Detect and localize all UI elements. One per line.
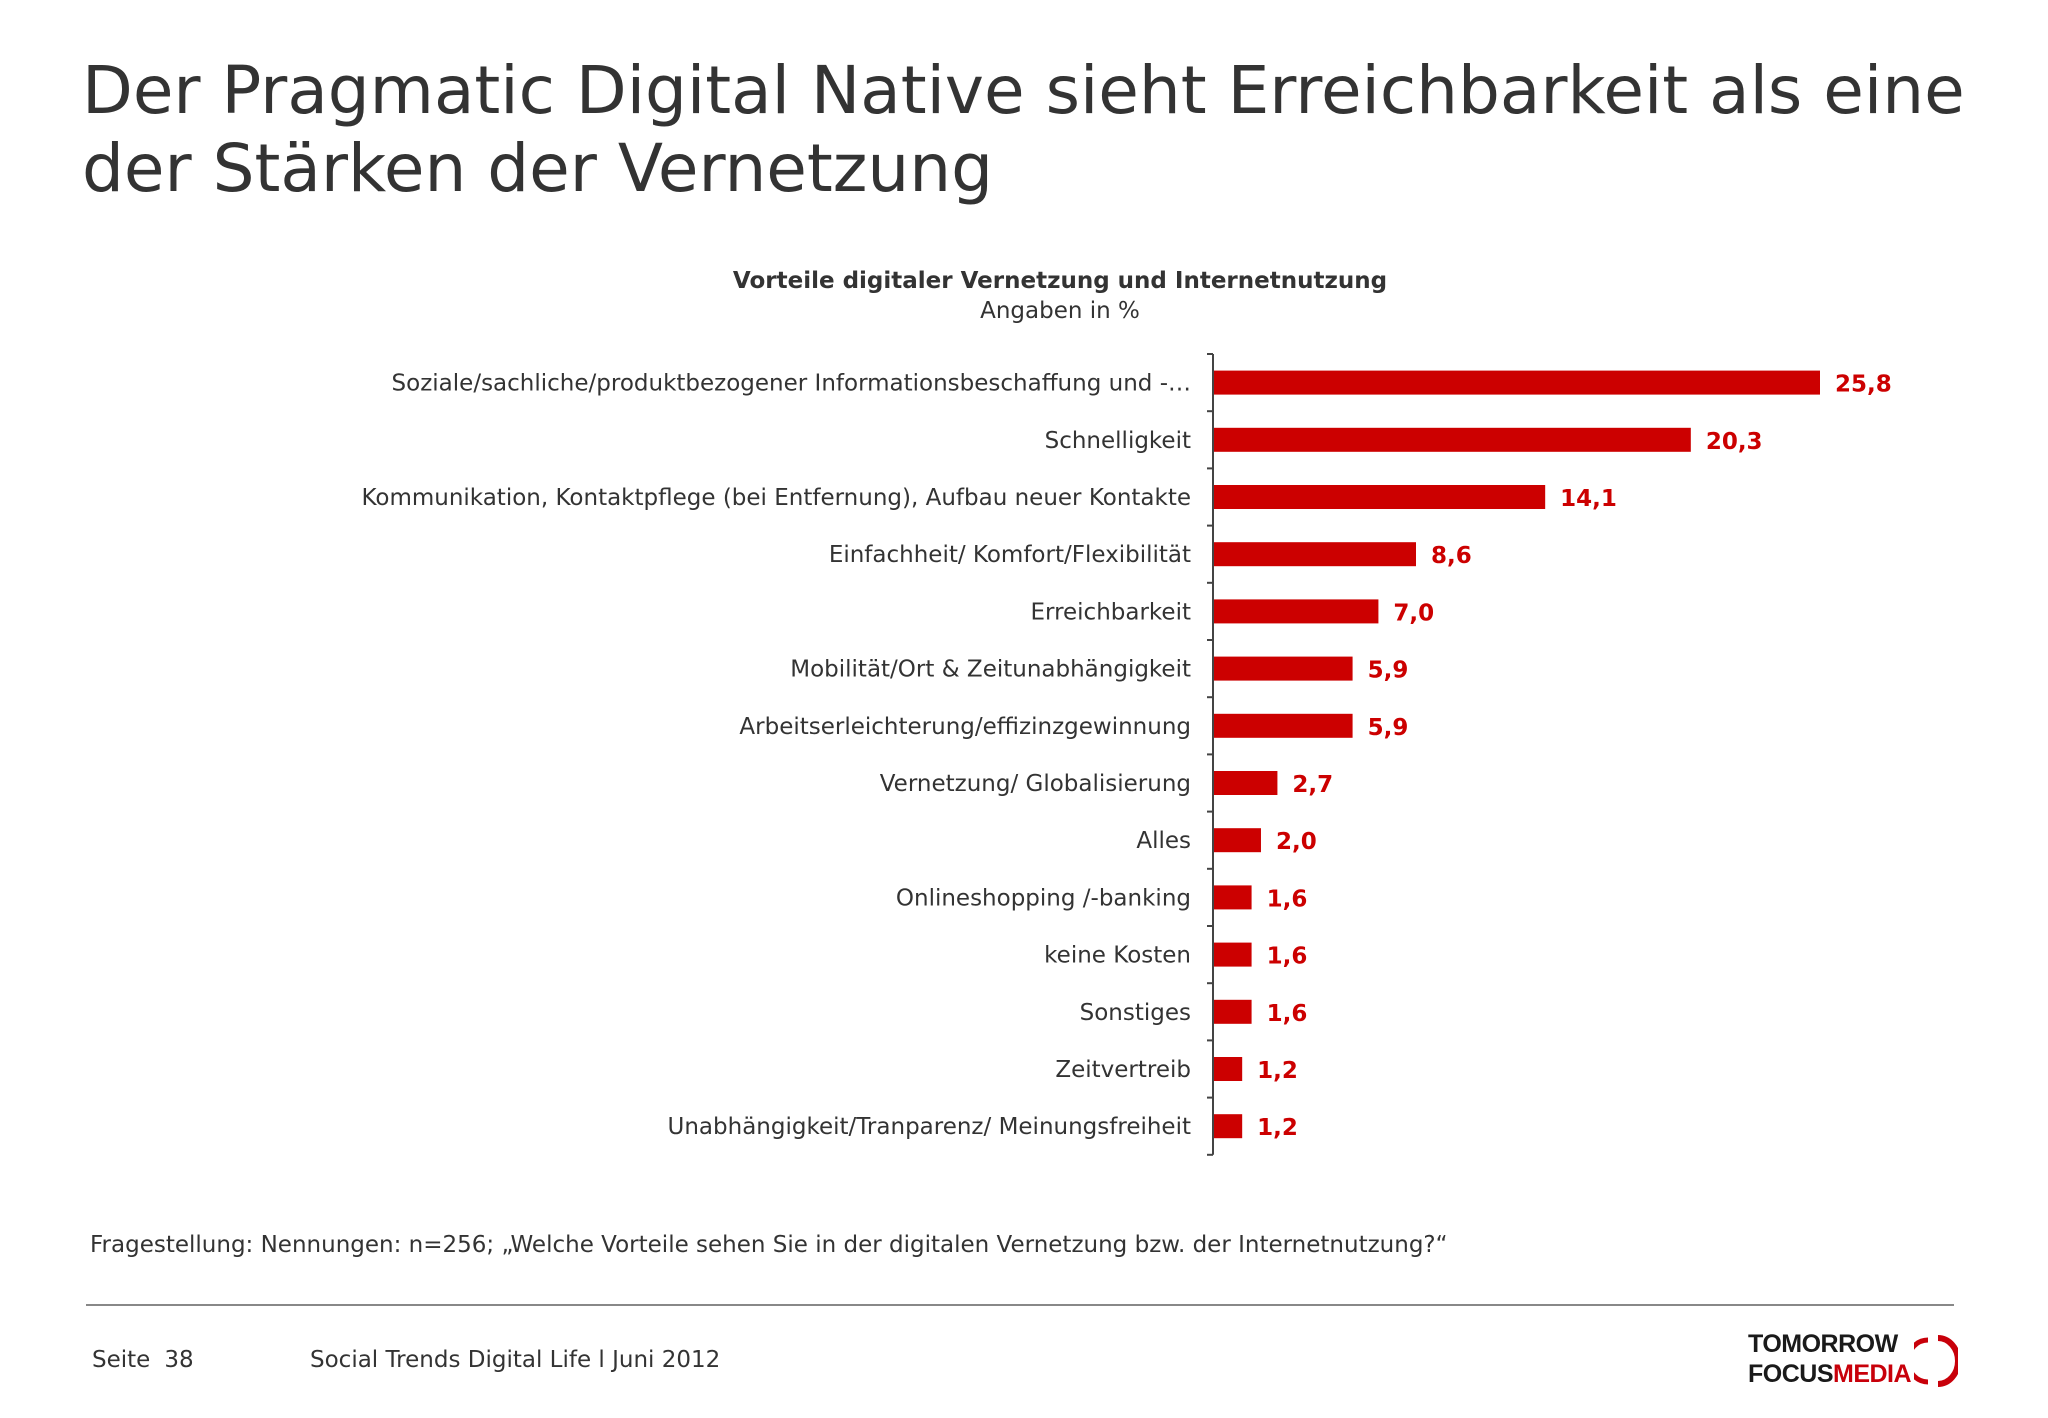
- logo-line1: TOMORROW: [1748, 1330, 1898, 1358]
- bar: [1214, 942, 1252, 967]
- data-label: 1,6: [1267, 944, 1308, 970]
- footer-divider: [86, 1304, 1954, 1306]
- data-label: 5,9: [1368, 715, 1409, 741]
- logo-focus: FOCUS: [1748, 1360, 1834, 1388]
- footer-source: Social Trends Digital Life l Juni 2012: [310, 1347, 721, 1373]
- data-label: 1,6: [1267, 1001, 1308, 1027]
- data-label: 2,0: [1276, 829, 1317, 855]
- category-label: Einfachheit/ Komfort/Flexibilität: [829, 542, 1191, 568]
- logo-line2: FOCUSMEDIA: [1748, 1360, 1912, 1389]
- category-label: Schnelligkeit: [1045, 428, 1191, 454]
- question-note: Fragestellung: Nennungen: n=256; „Welche…: [90, 1232, 1448, 1258]
- category-label: Unabhängigkeit/Tranparenz/ Meinungsfreih…: [668, 1114, 1191, 1140]
- category-label: Alles: [1136, 828, 1191, 854]
- data-label: 20,3: [1706, 429, 1763, 455]
- logo-media: MEDIA: [1833, 1360, 1912, 1388]
- category-label: Zeitvertreib: [1055, 1057, 1191, 1083]
- bar: [1214, 1057, 1243, 1081]
- slide-title: Der Pragmatic Digital Native sieht Errei…: [82, 52, 1965, 207]
- bar: [1214, 370, 1820, 395]
- category-label: Erreichbarkeit: [1030, 599, 1191, 625]
- bar: [1214, 999, 1252, 1024]
- bar-chart: Soziale/sachliche/produktbezogener Infor…: [361, 353, 1892, 1156]
- page-number: 38: [164, 1347, 194, 1373]
- bar: [1214, 1114, 1243, 1139]
- category-label: Onlineshopping /-banking: [896, 885, 1191, 911]
- category-label: keine Kosten: [1044, 943, 1191, 969]
- data-label: 7,0: [1393, 600, 1434, 626]
- bar: [1214, 599, 1379, 624]
- category-label: Sonstiges: [1080, 1000, 1191, 1026]
- data-label: 25,8: [1835, 372, 1892, 398]
- bar: [1214, 713, 1353, 738]
- category-label: Soziale/sachliche/produktbezogener Infor…: [392, 371, 1191, 397]
- bar: [1214, 828, 1261, 853]
- bar: [1214, 885, 1252, 910]
- chart-heading: Vorteile digitaler Vernetzung und Intern…: [560, 266, 1560, 326]
- data-label: 2,7: [1292, 772, 1333, 798]
- category-label: Mobilität/Ort & Zeitunabhängigkeit: [790, 657, 1191, 683]
- chart-title: Vorteile digitaler Vernetzung und Intern…: [732, 268, 1388, 294]
- data-label: 5,9: [1368, 658, 1409, 684]
- category-label: Arbeitserleichterung/effizinzgewinnung: [739, 714, 1191, 740]
- bar: [1214, 427, 1691, 452]
- bar: [1214, 542, 1416, 567]
- data-label: 1,2: [1257, 1058, 1298, 1084]
- data-label: 14,1: [1560, 486, 1617, 512]
- chart-subtitle: Angaben in %: [980, 298, 1140, 324]
- data-label: 1,6: [1267, 886, 1308, 912]
- focus-ring-logo-icon: [1914, 1335, 1958, 1387]
- data-label: 1,2: [1257, 1115, 1298, 1141]
- data-label: 8,6: [1431, 543, 1472, 569]
- company-logo: TOMORROW FOCUSMEDIA: [1748, 1328, 1958, 1394]
- page-indicator: Seite 38: [92, 1347, 208, 1373]
- bar: [1214, 771, 1278, 795]
- category-label: Vernetzung/ Globalisierung: [880, 771, 1191, 797]
- bar: [1214, 656, 1353, 681]
- page-label: Seite: [92, 1347, 151, 1373]
- bar: [1214, 485, 1546, 509]
- category-label: Kommunikation, Kontaktpflege (bei Entfer…: [361, 485, 1191, 511]
